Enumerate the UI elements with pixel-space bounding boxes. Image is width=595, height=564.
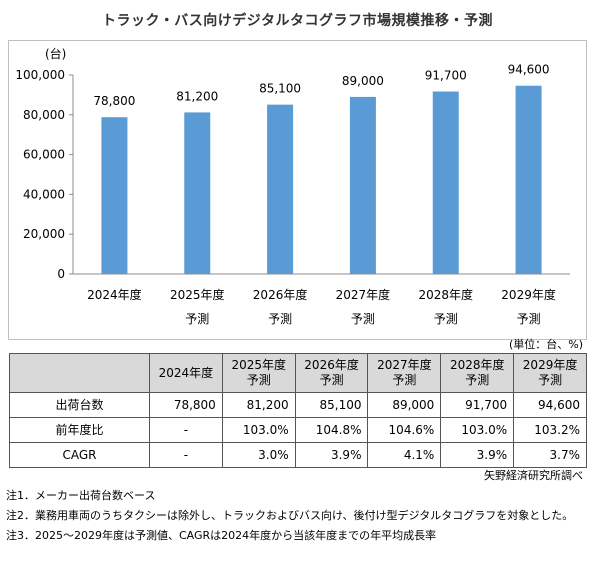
table-cell: 104.6%: [367, 417, 442, 443]
table-cell: 3.9%: [440, 442, 515, 468]
y-tick-label: 20,000: [23, 227, 65, 241]
header-year: 2028年度: [449, 358, 505, 372]
table-body: 出荷台数 78,800 81,200 85,100 89,000 91,700 94,600…: [9, 392, 587, 468]
table-header-row: 2024年度 2025年度 予測 2026年度 予測 2027年度 予測 2028年度 予測 20…: [9, 353, 587, 393]
x-tick-label: 2029年度: [501, 287, 556, 302]
table-corner-cell: [9, 353, 150, 393]
header-forecast-label: 予測: [465, 373, 490, 387]
table-row: CAGR -3.0% 3.9% 4.1% 3.9% 3.7%: [9, 442, 587, 468]
header-forecast-label: 予測: [392, 373, 417, 387]
source-note: 矢野経済研究所調べ: [484, 469, 583, 482]
bar-value-label: 91,700: [425, 69, 467, 83]
bar: [432, 91, 459, 274]
header-forecast-label: 予測: [246, 373, 271, 387]
header-year: 2027年度: [377, 358, 432, 372]
table-header-cell: 2024年度: [149, 353, 223, 393]
y-tick-label: 0: [57, 267, 65, 281]
note-3: 注3．2025～2029年度は予測値、CAGRは2024年度から当該年度までの年…: [6, 529, 437, 542]
note-1: 注1．メーカー出荷台数ベース: [6, 489, 156, 502]
x-tick-sublabel: 予測: [434, 312, 458, 326]
y-tick-label: 60,000: [23, 148, 65, 162]
header-year: 2025年度: [231, 358, 287, 372]
table-cell: -: [149, 417, 223, 443]
x-tick-label: 2025年度: [170, 287, 225, 302]
header-year: 2024年度: [158, 365, 214, 380]
table-cell: 103.0%: [440, 417, 515, 443]
table-cell: 81,200: [221, 392, 296, 418]
x-tick-sublabel: 予測: [517, 312, 541, 326]
header-forecast-label: 予測: [319, 373, 344, 387]
x-tick-label: 2026年度: [253, 287, 308, 302]
table-cell: 3.9%: [294, 442, 369, 468]
table-cell: 4.1%: [367, 442, 442, 468]
bar-value-label: 78,800: [93, 94, 135, 108]
y-axis-label: (台): [45, 46, 66, 61]
bar-value-label: 94,600: [508, 63, 550, 77]
bar: [349, 96, 376, 274]
x-tick-label: 2027年度: [336, 287, 391, 302]
row-label: CAGR: [9, 442, 150, 468]
bar-value-label: 89,000: [342, 74, 384, 88]
table-cell: 104.8%: [294, 417, 369, 443]
bar: [515, 85, 542, 274]
x-tick-sublabel: 予測: [268, 312, 292, 326]
data-table: 2024年度 2025年度 予測 2026年度 予測 2027年度 予測 2028年度 予測 20…: [9, 353, 587, 468]
table-header-cell: 2028年度 予測: [440, 353, 515, 393]
y-tick-label: 100,000: [15, 68, 65, 82]
row-label: 出荷台数: [9, 392, 150, 418]
table-header-cell: 2027年度 予測: [367, 353, 442, 393]
table-cell: 85,100: [294, 392, 369, 418]
bar-chart: (台) 0 20,000 40,000 60,000 80,000 100,000 78,80…: [15, 46, 570, 326]
table-cell: 103.2%: [513, 417, 587, 443]
x-tick-label: 2024年度: [87, 287, 142, 302]
y-tick-label: 80,000: [23, 108, 65, 122]
x-tick-sublabel: 予測: [185, 312, 209, 326]
table-cell: 103.0%: [221, 417, 296, 443]
table-cell: 89,000: [367, 392, 442, 418]
table-cell: -: [149, 442, 223, 468]
row-label: 前年度比: [9, 417, 150, 443]
x-tick-sublabel: 予測: [351, 312, 375, 326]
bar: [101, 117, 128, 274]
table-header-cell: 2029年度 予測: [513, 353, 587, 393]
x-tick-label: 2028年度: [418, 287, 473, 302]
table-header-cell: 2026年度 予測: [294, 353, 369, 393]
bar: [267, 104, 294, 274]
table-row: 出荷台数 78,800 81,200 85,100 89,000 91,700 94,600: [9, 392, 587, 418]
header-year: 2029年度: [522, 358, 578, 372]
bar-value-label: 85,100: [259, 82, 301, 96]
note-2: 注2．業務用車両のうちタクシーは除外し、トラックおよびバス向け、後付け型デジタル…: [6, 509, 574, 522]
table-cell: 78,800: [149, 392, 223, 418]
y-tick-label: 40,000: [23, 187, 65, 201]
bar: [184, 112, 211, 274]
bar-value-label: 81,200: [176, 89, 218, 103]
table-cell: 3.7%: [513, 442, 587, 468]
header-forecast-label: 予測: [538, 373, 563, 387]
chart-title: トラック・バス向けデジタルタコグラフ市場規模推移・予測: [102, 13, 493, 29]
header-year: 2026年度: [304, 358, 359, 372]
chart-frame: [8, 40, 587, 340]
table-row: 前年度比 -103.0% 104.8% 104.6% 103.0% 103.2%: [9, 417, 587, 443]
table-cell: 3.0%: [221, 442, 296, 468]
table-header-cell: 2025年度 予測: [221, 353, 296, 393]
table-cell: 94,600: [513, 392, 587, 418]
unit-note: (単位：台、%): [508, 338, 583, 351]
table-cell: 91,700: [440, 392, 515, 418]
